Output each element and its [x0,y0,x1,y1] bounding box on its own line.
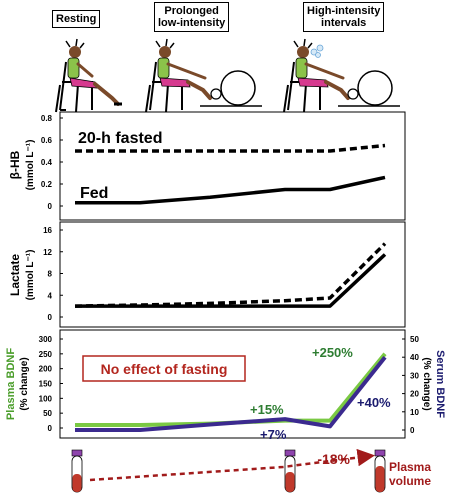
lactate-tick-3: 4 [48,291,53,300]
hb-tick-4: 0 [48,202,53,211]
bdnf-series [75,352,387,432]
label-plasma-15: +15% [250,402,284,417]
lactate-tick-1: 12 [43,248,52,257]
bdnf-left-tick-3: 150 [39,380,53,389]
hb-series-0 [75,143,386,153]
bdnf-ylabel-left-line1: Plasma BDNF [5,348,17,420]
label-serum-7: +7% [260,427,287,442]
label-serum-40: +40% [357,395,391,410]
hb-y-ticks: 0.8 0.6 0.4 0.2 0 [41,114,63,211]
lactate-ylabel-line1: Lactate [8,254,22,296]
blood-tube-2 [284,449,296,493]
plasma-volume-change: -18% [317,451,350,467]
bdnf-left-tick-0: 300 [39,335,53,344]
lactate-series-1 [75,253,387,308]
hb-tick-3: 0.2 [41,180,53,189]
condition-resting: Resting [52,10,101,28]
hb-series [75,143,386,205]
bdnf-serum-series-0 [75,355,387,432]
lactate-y-ticks: 16 12 8 4 0 [43,226,63,322]
bdnf-left-tick-4: 100 [39,394,53,403]
hb-label-fasted: 20-h fasted [78,130,162,147]
hb-label-fed: Fed [80,185,108,202]
bdnf-left-tick-5: 50 [43,409,52,418]
label-plasma-250: +250% [312,345,353,360]
no-effect-annotation: No effect of fasting [101,361,228,377]
hb-tick-1: 0.6 [41,136,53,145]
bdnf-ylabel-right-line2: (% change) [421,357,432,410]
panel-lactate-frame [59,221,406,328]
lactate-tick-2: 8 [48,270,53,279]
lactate-ylabel-line2: (mmol L⁻¹) [25,250,36,301]
hb-series-1 [75,175,386,205]
illustration-high-intensity [283,38,400,113]
bdnf-right-tick-0: 50 [410,335,419,344]
bdnf-left-tick-1: 250 [39,350,53,359]
lactate-series-0 [74,242,387,308]
blood-tube-3 [374,449,386,493]
illustration-resting [55,38,122,113]
bdnf-ylabel-left-line2: (% change) [19,357,30,410]
bdnf-right-tick-3: 20 [410,390,419,399]
illustration-low-intensity [145,38,262,113]
panel-hb-frame [59,111,406,221]
bdnf-right-tick-1: 40 [410,353,419,362]
plasma-volume-label-line1: Plasma [389,460,431,474]
no-effect-box [82,355,246,382]
plasma-volume-arrow [89,448,375,482]
hb-ylabel-line1: β-HB [8,150,22,179]
hb-ylabel-line2: (mmol L⁻¹) [25,140,36,191]
blood-tube-1 [71,449,83,493]
lactate-tick-0: 16 [43,226,52,235]
bdnf-left-tick-2: 200 [39,365,53,374]
bdnf-right-tick-5: 0 [410,426,415,435]
bdnf-left-tick-6: 0 [48,424,53,433]
condition-high-intensity: High-intensity intervals [303,2,385,32]
hb-tick-2: 0.4 [41,158,53,167]
bdnf-ylabel-right-line1: Serum BDNF [434,350,446,418]
condition-low-intensity: Prolonged low-intensity [154,2,230,32]
lactate-series [74,242,387,308]
bdnf-right-tick-2: 30 [410,371,419,380]
bdnf-right-tick-4: 10 [410,408,419,417]
hb-tick-0: 0.8 [41,114,53,123]
lactate-tick-4: 0 [48,313,53,322]
plasma-volume-label-line2: volume [389,474,431,488]
